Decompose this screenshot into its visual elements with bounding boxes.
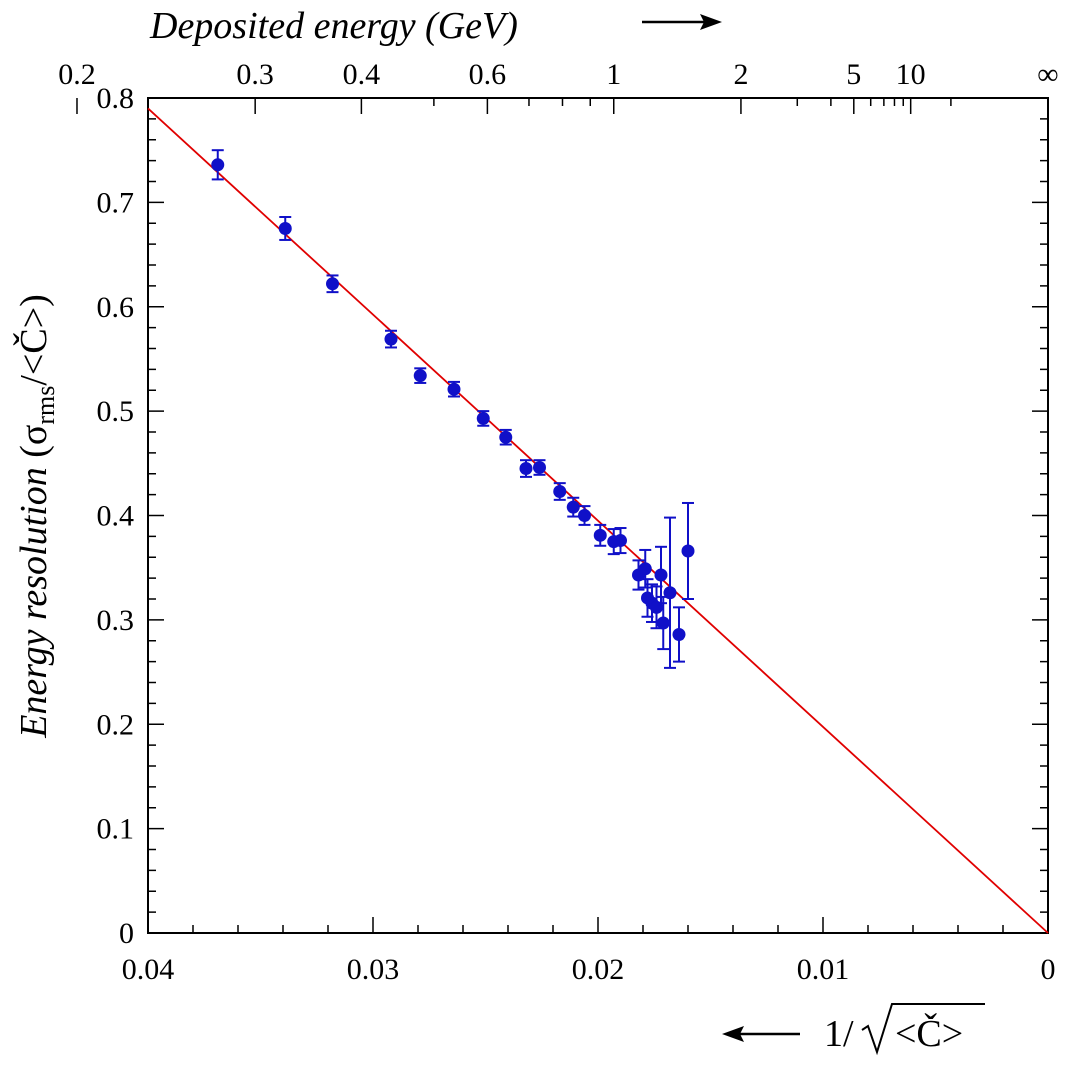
y-tick-label: 0.7 [97, 186, 135, 219]
y-tick-label: 0.2 [97, 708, 135, 741]
y-tick-label: 0 [119, 917, 134, 950]
y-tick-label: 0.8 [97, 82, 135, 115]
x-tick-label: 0.03 [347, 953, 400, 986]
y-axis-title: Energy resolution (σrms/<Č>) [13, 294, 60, 739]
data-point [278, 221, 292, 235]
data-point [519, 462, 533, 476]
data-point [638, 562, 652, 576]
x-tick-label: 0.04 [122, 953, 175, 986]
top-tick-label: 2 [733, 58, 748, 91]
top-tick-label: 0.2 [58, 58, 96, 91]
fit-line [147, 107, 1049, 934]
y-tick-label: 0.1 [97, 813, 135, 846]
data-point [476, 411, 490, 425]
data-point [663, 586, 677, 600]
sqrt-radical-sign [861, 1003, 985, 1056]
top-tick-label: 5 [846, 58, 861, 91]
data-point [384, 332, 398, 346]
data-point [593, 528, 607, 542]
top-tick-label: 0.6 [469, 58, 507, 91]
x-axis-title-radicand: <Č> [895, 1013, 963, 1055]
tick-labels: 0 0.1 0.2 0.3 0.4 0.5 0.6 0.7 0.8 0.04 0.03 0.02 0.0… [58, 58, 1058, 986]
axis-titles: Deposited energy (GeV) 1/ <Č> Energy resolu… [13, 5, 985, 1056]
top-tick-label: 0.4 [343, 58, 381, 91]
data-point [578, 509, 591, 522]
x-tick-label: 0.01 [797, 953, 850, 986]
top-tick-label: ∞ [1037, 58, 1058, 91]
top-tick-label: 10 [896, 58, 926, 91]
data-points-layer [211, 149, 695, 669]
data-point [211, 158, 225, 172]
x-tick-label: 0.02 [572, 953, 625, 986]
axis-ticks [76, 97, 1049, 934]
data-point [447, 382, 461, 396]
data-point [614, 534, 627, 548]
top-tick-label: 0.3 [236, 58, 274, 91]
top-tick-label: 1 [606, 58, 621, 91]
data-point [553, 484, 567, 498]
data-point [654, 568, 668, 582]
top-axis-title: Deposited energy (GeV) [149, 5, 518, 47]
data-point [656, 616, 670, 630]
data-point [499, 430, 513, 444]
data-point [672, 627, 686, 641]
data-point [533, 460, 546, 474]
data-point [413, 369, 427, 383]
data-point [681, 544, 695, 558]
data-point [326, 277, 339, 291]
x-axis-title-prefix: 1/ [824, 1013, 854, 1055]
y-tick-label: 0.4 [97, 500, 135, 533]
top-axis-arrow-head [700, 14, 722, 30]
y-tick-label: 0.5 [97, 395, 135, 428]
x-axis-arrow-head [722, 1026, 744, 1042]
x-tick-label: 0 [1041, 953, 1056, 986]
y-tick-label: 0.6 [97, 291, 135, 324]
y-tick-label: 0.3 [97, 604, 135, 637]
fit-line-layer [147, 107, 1049, 934]
data-point [566, 500, 580, 514]
